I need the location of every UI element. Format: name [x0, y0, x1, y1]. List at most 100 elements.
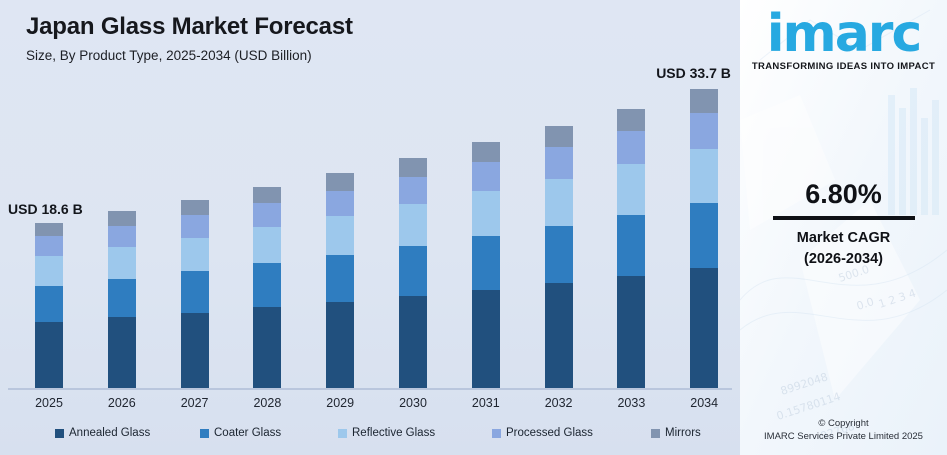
bar-segment-2025-4 [35, 222, 63, 237]
bar-segment-2031-0 [471, 289, 500, 388]
bar-segment-2030-1 [399, 245, 427, 297]
x-axis-label-2033: 2033 [617, 396, 646, 410]
legend-label: Coater Glass [214, 427, 282, 439]
brand-background-graphic: 500.0 0.0 1 2 3 4 8992048 0.15780114 927… [740, 0, 947, 455]
bar-2025[interactable] [35, 222, 63, 388]
legend-swatch-icon [200, 428, 209, 438]
cagr-period: (2026-2034) [804, 251, 883, 267]
x-axis-label-2029: 2029 [326, 396, 355, 410]
bar-segment-2028-1 [253, 263, 282, 308]
bar-2029[interactable] [326, 173, 355, 388]
legend-swatch-icon [55, 428, 64, 438]
bar-segment-2031-4 [471, 142, 500, 162]
legend-label: Annealed Glass [69, 427, 151, 439]
bar-segment-2028-0 [253, 307, 282, 388]
legend-item-processed-glass[interactable]: Processed Glass [492, 427, 593, 439]
bar-segment-2027-2 [180, 237, 209, 272]
bar-segment-2026-3 [107, 225, 136, 247]
bar-segment-2032-1 [544, 225, 573, 284]
bar-segment-2034-1 [690, 202, 719, 269]
bar-segment-2030-4 [399, 158, 427, 177]
chart-subtitle: Size, By Product Type, 2025-2034 (USD Bi… [26, 48, 312, 63]
copyright-block: © Copyright IMARC Services Private Limit… [740, 417, 947, 443]
x-axis-label-2028: 2028 [253, 396, 282, 410]
bar-segment-2028-3 [253, 202, 282, 227]
bar-segment-2025-3 [35, 236, 63, 256]
legend-label: Processed Glass [506, 427, 593, 439]
x-axis-label-2027: 2027 [180, 396, 209, 410]
bar-segment-2033-0 [617, 276, 646, 388]
bar-segment-2029-0 [326, 302, 355, 388]
bar-segment-2029-3 [326, 190, 355, 217]
bar-segment-2026-1 [107, 278, 136, 318]
legend-swatch-icon [651, 428, 660, 438]
cagr-label: Market CAGR [796, 230, 891, 246]
bar-segment-2025-1 [35, 285, 63, 322]
x-axis-label-2030: 2030 [399, 396, 427, 410]
x-axis-line [8, 388, 732, 390]
chart-header: Japan Glass Market Forecast Size, By Pro… [26, 12, 716, 65]
bar-segment-2025-0 [35, 321, 63, 388]
bars-layer [35, 89, 719, 388]
bar-segment-2034-0 [690, 268, 719, 388]
bar-2027[interactable] [180, 199, 209, 388]
bar-segment-2032-3 [544, 147, 573, 179]
bar-segment-2032-0 [544, 283, 573, 388]
chart-panel: Japan Glass Market Forecast Size, By Pro… [0, 0, 740, 455]
legend-label: Mirrors [665, 427, 701, 439]
bar-segment-2026-4 [107, 211, 136, 226]
cagr-divider [772, 216, 915, 220]
legend-item-mirrors[interactable]: Mirrors [651, 427, 701, 439]
bar-segment-2027-3 [180, 214, 209, 238]
legend-swatch-icon [338, 428, 347, 438]
brand-panel: 500.0 0.0 1 2 3 4 8992048 0.15780114 927… [740, 0, 947, 455]
chart-legend: Annealed Glass Coater Glass Reflective Gla… [0, 423, 740, 443]
bar-segment-2029-4 [326, 173, 355, 191]
bar-segment-2031-2 [471, 191, 500, 236]
cagr-value: 6.80% [805, 179, 882, 209]
bar-segment-2027-0 [180, 312, 209, 388]
bar-2026[interactable] [107, 211, 136, 388]
x-axis-label-2032: 2032 [544, 396, 573, 410]
bar-segment-2033-3 [617, 130, 646, 165]
x-axis-label-2026: 2026 [107, 396, 136, 410]
legend-item-coater-glass[interactable]: Coater Glass [200, 427, 281, 439]
bar-2028[interactable] [253, 186, 282, 388]
bar-segment-2034-4 [690, 89, 719, 113]
legend-item-annealed-glass[interactable]: Annealed Glass [55, 427, 150, 439]
cagr-block: 6.80% Market CAGR (2026-2034) [740, 178, 947, 270]
logo-wordmark: imarc [766, 4, 923, 64]
bar-segment-2033-1 [617, 214, 646, 277]
svg-text:0.0: 0.0 [855, 295, 876, 313]
bar-segment-2026-2 [107, 246, 136, 279]
bar-segment-2032-4 [544, 126, 573, 148]
x-axis-label-2031: 2031 [471, 396, 500, 410]
bar-segment-2025-2 [35, 255, 63, 286]
copyright-line-2: IMARC Services Private Limited 2025 [764, 431, 923, 442]
bar-segment-2029-2 [326, 216, 355, 255]
bar-segment-2034-3 [690, 112, 719, 149]
bar-2034[interactable] [690, 89, 719, 388]
bar-2030[interactable] [399, 158, 427, 388]
bar-segment-2033-4 [617, 108, 646, 131]
bar-segment-2026-0 [107, 317, 136, 388]
legend-item-reflective-glass[interactable]: Reflective Glass [338, 427, 435, 439]
bar-segment-2033-2 [617, 164, 646, 215]
bar-segment-2028-4 [253, 186, 282, 203]
bar-segment-2031-1 [471, 235, 500, 290]
bar-segment-2032-2 [544, 178, 573, 226]
bar-segment-2027-1 [180, 271, 209, 313]
copyright-line-1: © Copyright [818, 418, 869, 429]
page-title: Japan Glass Market Forecast [26, 13, 353, 40]
bar-segment-2027-4 [180, 199, 209, 215]
logo-tagline: TRANSFORMING IDEAS INTO IMPACT [751, 61, 936, 72]
legend-swatch-icon [492, 428, 501, 438]
bar-segment-2030-0 [399, 296, 427, 388]
bar-2031[interactable] [471, 142, 500, 388]
bar-segment-2031-3 [471, 161, 500, 192]
bar-segment-2030-3 [399, 176, 427, 205]
bar-segment-2029-1 [326, 254, 355, 303]
bar-2033[interactable] [617, 108, 646, 388]
bar-2032[interactable] [544, 126, 573, 388]
